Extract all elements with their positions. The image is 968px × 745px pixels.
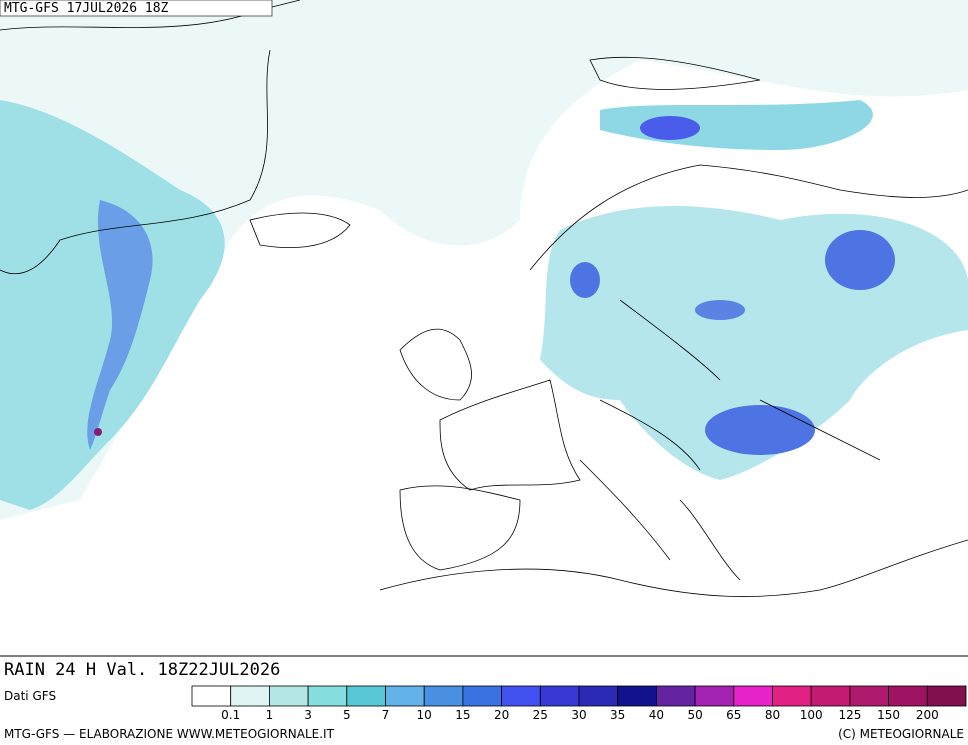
legend-label: 65 [726,708,741,722]
legend-swatch [346,685,386,707]
legend-label: 35 [610,708,625,722]
map [0,0,968,597]
rain-core [695,300,745,320]
legend-label: 15 [455,708,470,722]
legend: 0.1 1 3 5 7 10 15 20 25 30 35 40 50 65 80 100 125 150 200 [191,685,967,722]
legend-swatch [888,685,928,707]
legend-label: 25 [533,708,548,722]
legend-label: 40 [649,708,664,722]
legend-swatch [462,685,502,707]
rain-light [0,0,968,520]
rain-peak [94,428,102,436]
legend-swatch [268,685,309,707]
legend-label: 100 [800,708,823,722]
credits: MTG-GFS — ELABORAZIONE WWW.METEOGIORNALE… [4,727,335,741]
coastlines [0,0,968,597]
legend-swatch [423,685,464,707]
legend-label: 0.1 [221,708,240,722]
legend-swatch [849,685,890,707]
legend-label: 20 [494,708,509,722]
data-source: Dati GFS [4,689,56,703]
legend-swatch [810,685,851,707]
legend-swatch [617,685,657,707]
rain-core [87,200,153,450]
legend-swatch [772,685,812,707]
rain-core [640,116,700,140]
legend-label: 30 [571,708,586,722]
legend-label: 1 [266,708,274,722]
header-box [0,0,273,17]
legend-swatch [578,685,619,707]
rain-core [825,230,895,290]
legend-label: 5 [343,708,351,722]
rain-core [570,262,600,298]
legend-label: 3 [304,708,312,722]
legend-swatch [501,685,541,707]
product-title: RAIN 24 H Val. 18Z22JUL2026 [4,660,280,680]
legend-label: 150 [877,708,900,722]
legend-swatch [539,685,580,707]
legend-swatch [733,685,773,707]
legend-swatch [694,685,735,707]
model-run: MTG-GFS 17JUL2026 18Z [4,1,169,16]
legend-swatch [385,685,425,707]
legend-swatch [191,685,232,707]
rain-core [705,405,815,455]
legend-swatch [656,685,696,707]
legend-label: 125 [838,708,861,722]
legend-label: 7 [382,708,390,722]
legend-swatch [230,685,270,707]
legend-label: 80 [765,708,780,722]
legend-label: 200 [916,708,939,722]
legend-label: 50 [687,708,702,722]
copyright: (C) METEOGIORNALE [838,727,964,741]
legend-swatch [307,685,348,707]
legend-swatch [926,685,967,707]
legend-label: 10 [417,708,432,722]
